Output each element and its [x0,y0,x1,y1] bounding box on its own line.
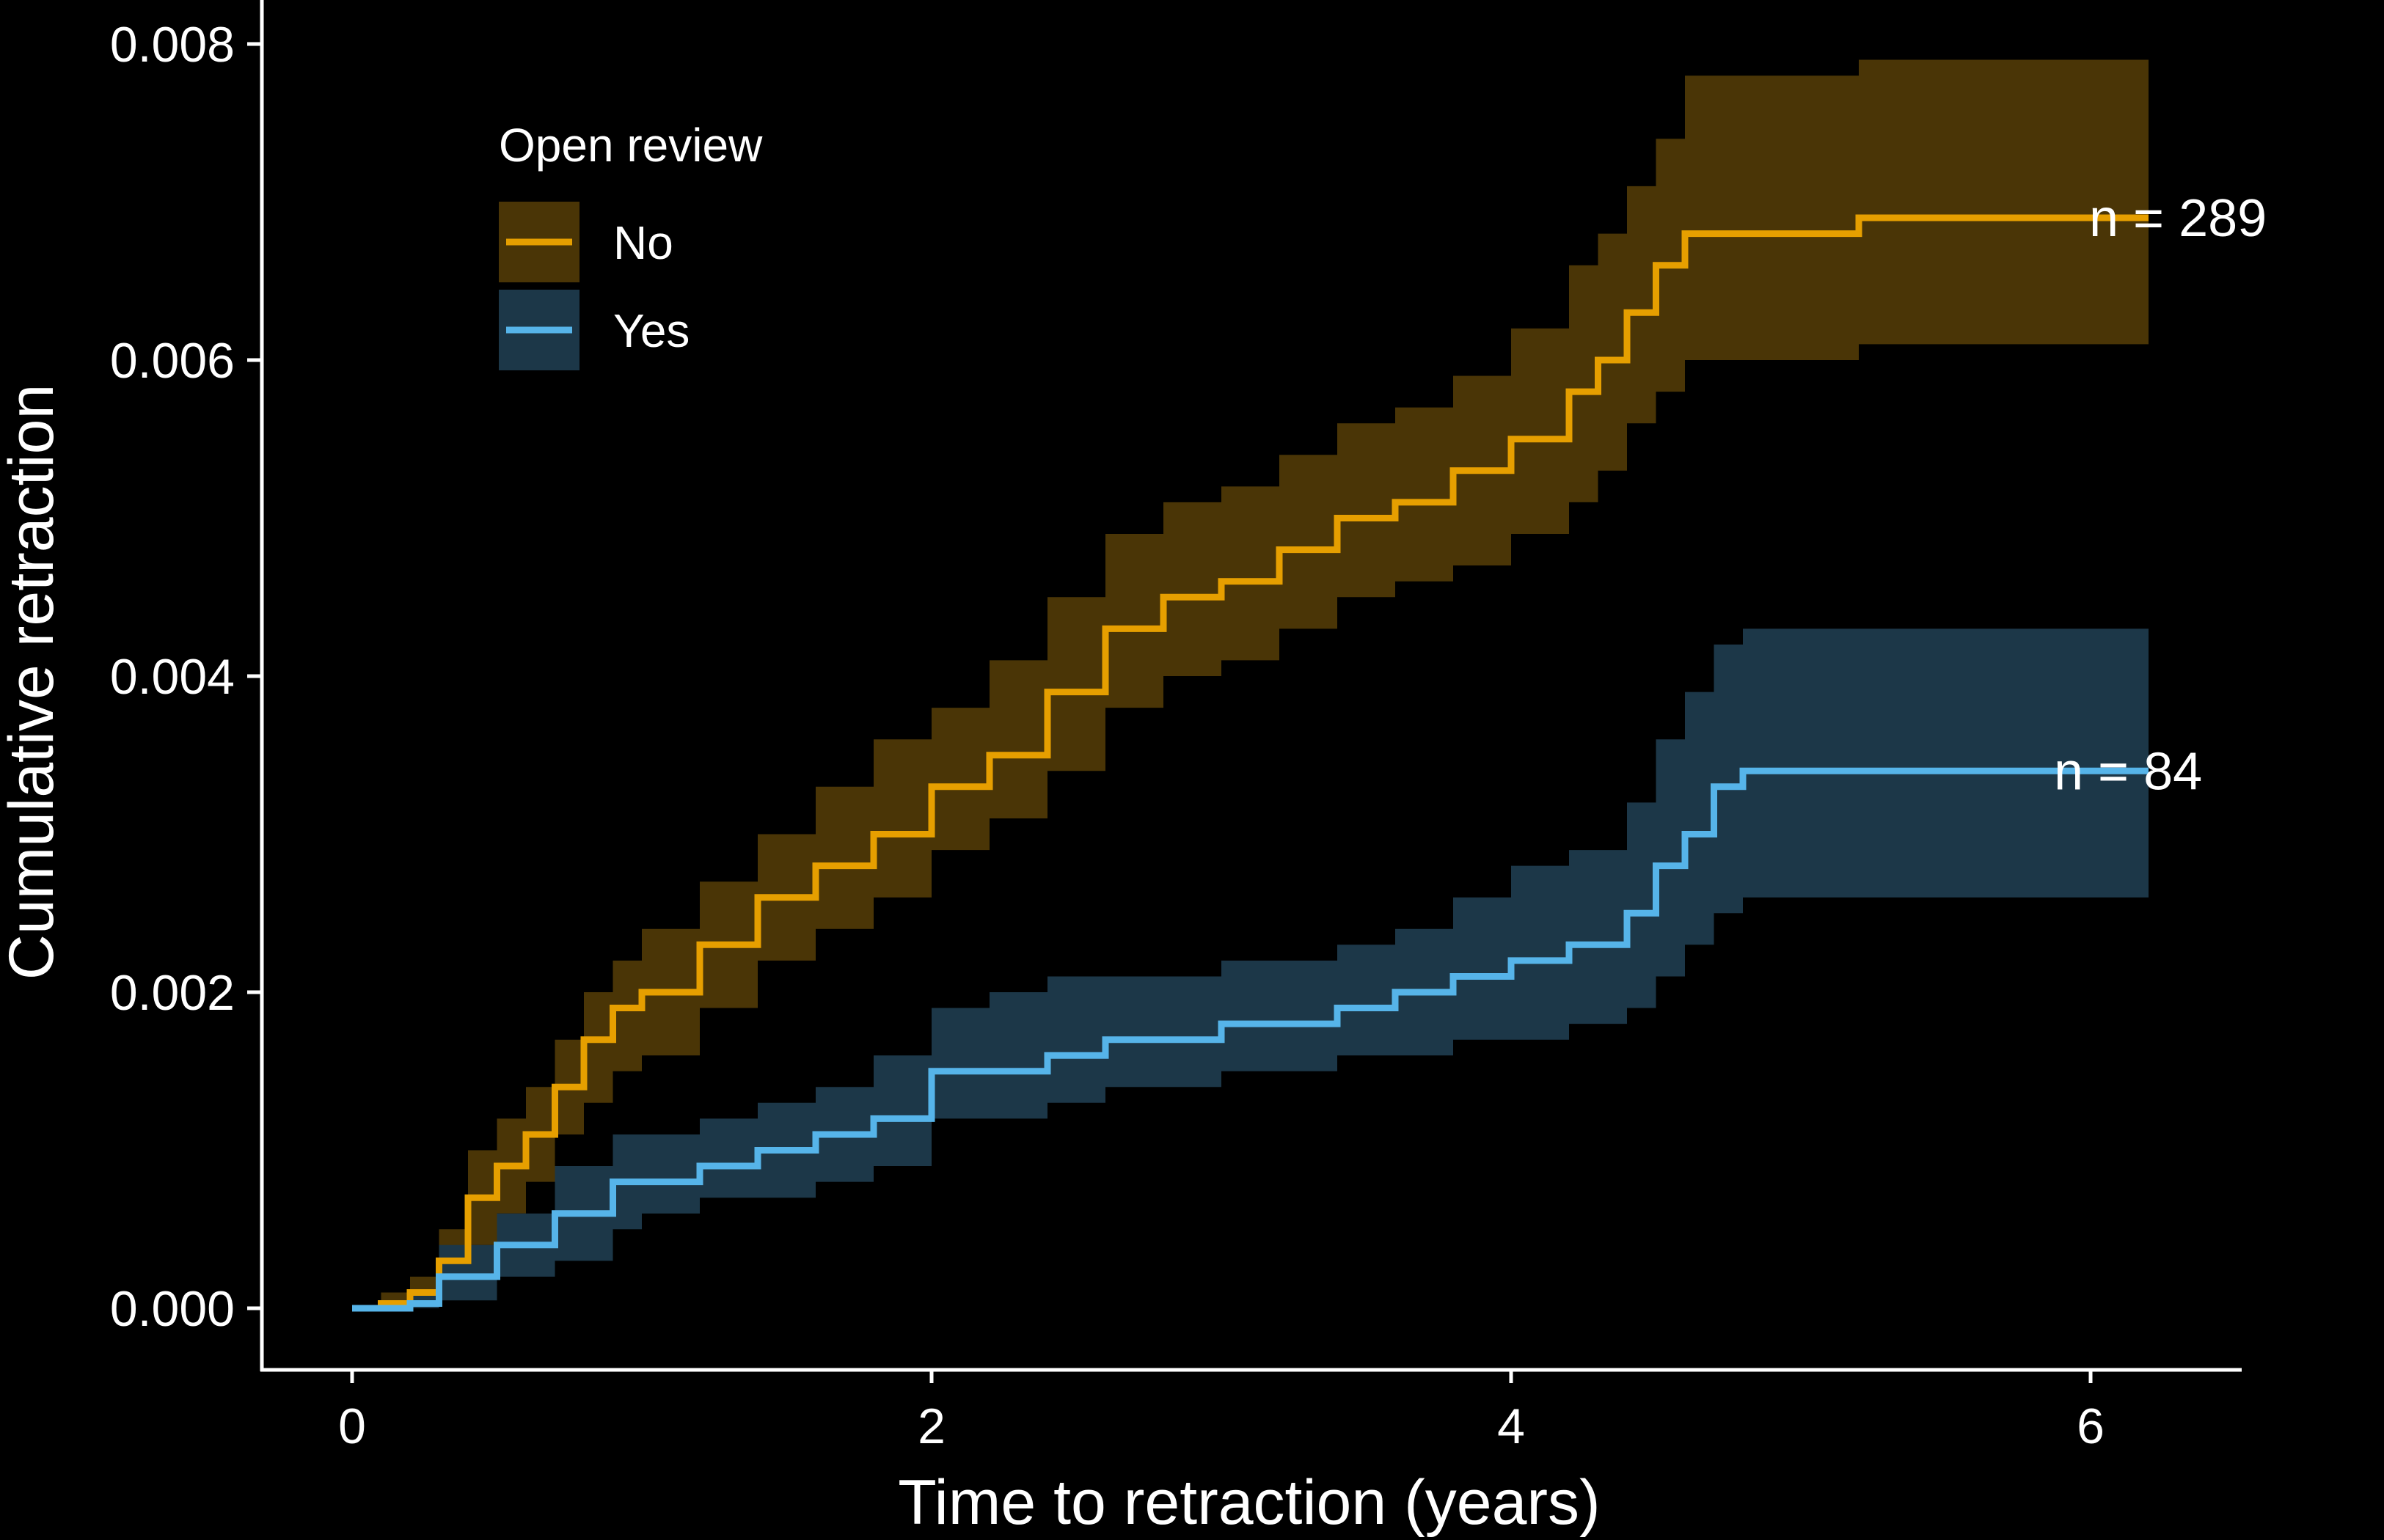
legend-label-no: No [613,216,673,269]
end-label-yes: n = 84 [2054,742,2202,801]
legend-title: Open review [499,119,763,172]
band-no [352,59,2149,1308]
band-yes [352,628,2149,1308]
y-tick-label: 0.006 [110,333,235,389]
y-tick-label: 0.008 [110,17,235,73]
legend: Open review No Yes [499,119,763,370]
x-tick-label: 6 [2077,1398,2105,1454]
x-tick-label: 4 [1497,1398,1525,1454]
y-axis-ticks: 0.000 0.002 0.004 0.006 0.008 [110,17,262,1337]
x-axis-title: Time to retraction (years) [898,1467,1600,1538]
confidence-bands [352,59,2149,1308]
line-yes [352,767,2149,1312]
line-no [352,214,2149,1312]
y-tick-label: 0.004 [110,649,235,705]
x-tick-label: 2 [918,1398,946,1454]
x-axis-ticks: 0 2 4 6 [338,1370,2105,1454]
end-labels: n = 289 n = 84 [2054,189,2267,801]
series-lines [352,214,2149,1312]
x-tick-label: 0 [338,1398,366,1454]
y-tick-label: 0.002 [110,965,235,1021]
y-tick-label: 0.000 [110,1281,235,1337]
legend-entries: No Yes [499,202,690,370]
legend-label-yes: Yes [613,304,690,357]
end-label-no: n = 289 [2089,189,2267,248]
y-axis-title: Cumulative retraction [0,384,67,980]
